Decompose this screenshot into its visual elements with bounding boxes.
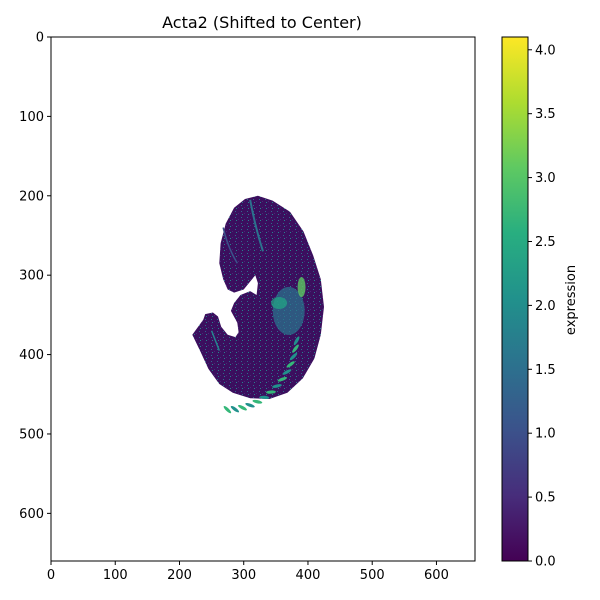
colorbar-tick-label: 0.5 (535, 491, 556, 506)
x-tick-label: 100 (103, 568, 128, 583)
somite-stripe (245, 402, 255, 408)
somite-stripe (272, 384, 282, 388)
colorbar-tick-label: 3.5 (535, 107, 556, 122)
colorbar-tick-label: 2.5 (535, 235, 556, 250)
heatmap-image (192, 195, 324, 414)
somite-stripe (230, 405, 240, 413)
y-tick-label: 0 (36, 31, 44, 46)
somite-stripe (292, 344, 299, 353)
x-tick-label: 200 (167, 568, 192, 583)
somite-stripe (223, 405, 232, 414)
colorbar-tick-label: 1.0 (535, 427, 556, 442)
embryo-body (192, 195, 324, 399)
x-tick-label: 0 (47, 568, 55, 583)
somite-stripe (259, 395, 270, 399)
somite-stripe (282, 369, 292, 375)
colorbar-tick-label: 1.5 (535, 363, 556, 378)
y-tick-label: 300 (19, 269, 44, 284)
vessel-streak (222, 227, 238, 264)
colorbar (501, 36, 529, 562)
y-tick-label: 500 (19, 427, 44, 442)
plot-frame (50, 36, 476, 562)
vessel-streak (210, 330, 221, 351)
y-tick-label: 200 (19, 189, 44, 204)
y-axis: 0 100 200 300 400 500 600 (19, 31, 51, 522)
chart-title: Acta2 (Shifted to Center) (162, 13, 362, 32)
x-tick-label: 400 (296, 568, 321, 583)
bright-spot (297, 277, 306, 298)
x-tick-label: 500 (360, 568, 385, 583)
somite-stripe (238, 404, 247, 411)
somite-stripe (252, 399, 263, 404)
y-tick-label: 400 (19, 348, 44, 363)
bright-spot (271, 296, 288, 309)
colorbar-tick-label: 4.0 (535, 43, 556, 58)
colorbar-ticks: 0.0 0.5 1.0 1.5 2.0 2.5 3.0 3.5 4.0 (528, 43, 556, 570)
x-axis: 0 100 200 300 400 500 600 (47, 561, 449, 583)
colorbar-label: expression (564, 265, 579, 335)
vessel-streak (249, 199, 264, 252)
colorbar-tick-label: 3.0 (535, 171, 556, 186)
colorbar-tick-label: 2.0 (535, 299, 556, 314)
colorbar-tick-label: 0.0 (535, 555, 556, 570)
x-tick-label: 300 (231, 568, 256, 583)
somite-stripe (289, 352, 298, 361)
x-tick-label: 600 (424, 568, 449, 583)
somite-stripe (286, 361, 295, 368)
somite-stripe (277, 377, 288, 382)
somite-stripe (293, 336, 300, 346)
y-tick-label: 100 (19, 110, 44, 125)
somite-stripe (265, 390, 276, 394)
y-tick-label: 600 (19, 507, 44, 522)
